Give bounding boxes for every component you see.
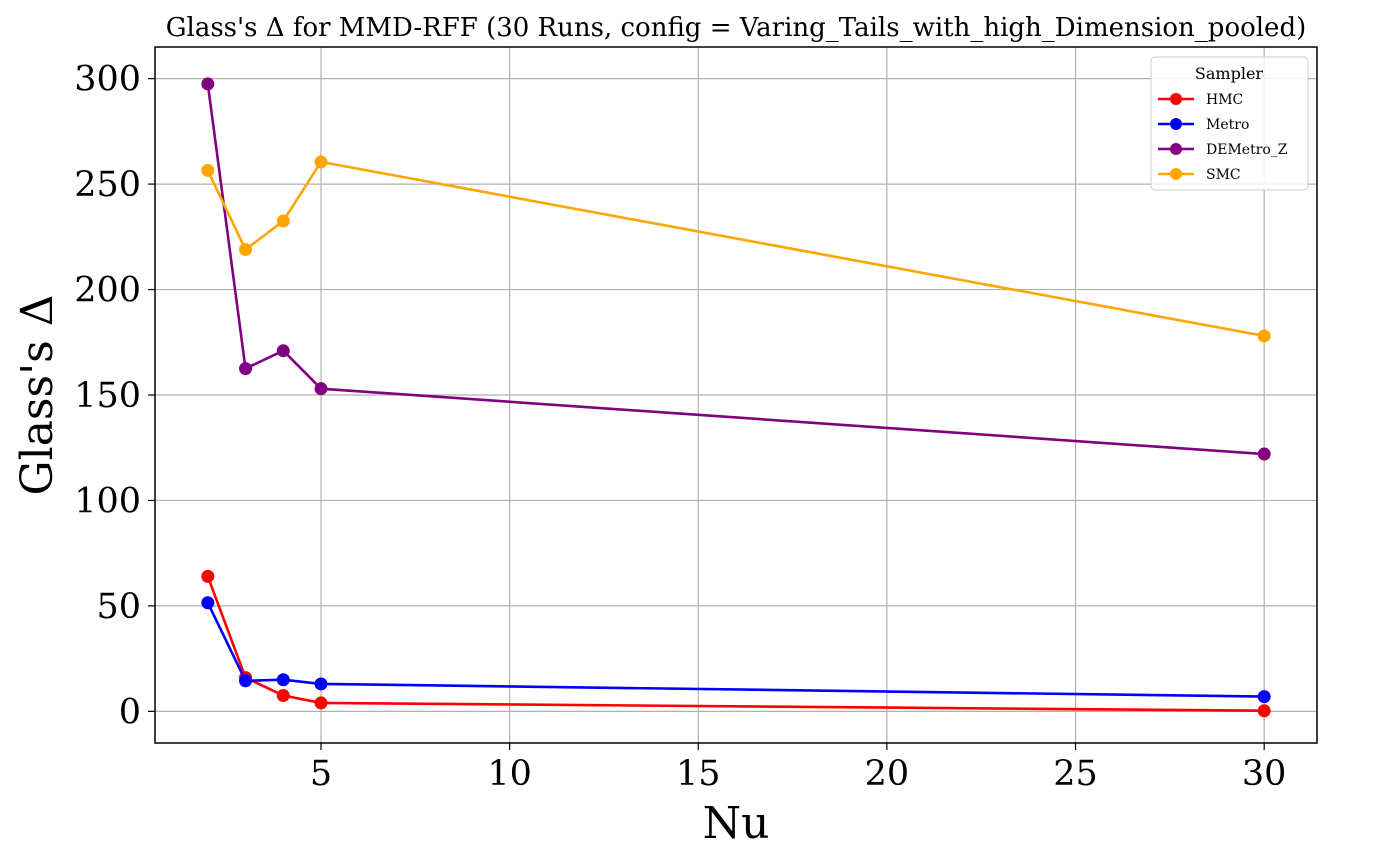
grid: [155, 47, 1317, 743]
series-line-demetro-z: [206, 83, 1265, 456]
x-tick-label: 10: [487, 754, 532, 794]
data-point-hmc: [201, 569, 215, 583]
legend-frame: [1150, 56, 1309, 191]
y-tick-label: 150: [74, 376, 141, 416]
x-axis-ticks: 5 10 15 20 25 30: [310, 743, 1287, 794]
y-tick-label: 200: [74, 271, 141, 311]
x-tick-label: 15: [676, 754, 721, 794]
x-tick-label: 30: [1242, 754, 1287, 794]
y-tick-label: 300: [74, 60, 141, 100]
legend-label-hmc: HMC: [1206, 92, 1243, 108]
x-axis-label: Nu: [703, 798, 770, 849]
y-tick-label: 250: [74, 165, 141, 205]
x-tick-label: 5: [310, 754, 332, 794]
data-point-metro: [201, 596, 215, 610]
legend-label-metro: Metro: [1206, 117, 1249, 133]
chart-title: Glass's Δ for MMD-RFF (30 Runs, config =…: [166, 13, 1306, 43]
data-point-smc: [239, 242, 253, 256]
data-point-smc: [1257, 329, 1271, 343]
data-point-hmc: [276, 689, 290, 703]
legend-title: Sampler: [1195, 64, 1264, 83]
y-axis-ticks: 0 50 100 150 200 250 300: [74, 60, 155, 732]
legend-label-demetro-z: DEMetro_Z: [1206, 142, 1288, 158]
data-point-smc: [314, 155, 328, 169]
legend-swatch-marker-metro: [1170, 118, 1182, 130]
y-tick-label: 50: [96, 587, 141, 627]
legend-swatch-marker-demetro-z: [1170, 143, 1182, 155]
data-point-metro: [276, 673, 290, 687]
data-point-demetro-z: [276, 344, 290, 358]
series-line-smc: [206, 160, 1265, 338]
data-point-metro: [314, 677, 328, 691]
data-point-metro: [1257, 690, 1271, 704]
data-point-hmc: [314, 696, 328, 710]
data-point-demetro-z: [1257, 447, 1271, 461]
data-point-demetro-z: [239, 362, 253, 376]
data-point-metro: [239, 674, 253, 688]
series-layer: [201, 77, 1271, 718]
x-tick-label: 25: [1053, 754, 1098, 794]
data-point-hmc: [1257, 704, 1271, 718]
legend-items: HMC Metro DEMetro_Z SMC: [1158, 92, 1288, 183]
legend: Sampler HMC Metro DEMetro_Z SMC: [1150, 56, 1309, 191]
y-tick-label: 0: [119, 692, 141, 732]
legend-swatch-marker-smc: [1170, 168, 1182, 180]
data-point-smc: [201, 163, 215, 177]
legend-swatch-marker-hmc: [1170, 93, 1182, 105]
y-axis-label: Glass's Δ: [12, 294, 63, 495]
x-tick-label: 20: [865, 754, 910, 794]
series-line-metro: [206, 602, 1265, 698]
y-tick-label: 100: [74, 481, 141, 521]
data-point-demetro-z: [201, 77, 215, 91]
data-point-demetro-z: [314, 382, 328, 396]
legend-label-smc: SMC: [1206, 167, 1241, 183]
data-point-smc: [276, 214, 290, 228]
